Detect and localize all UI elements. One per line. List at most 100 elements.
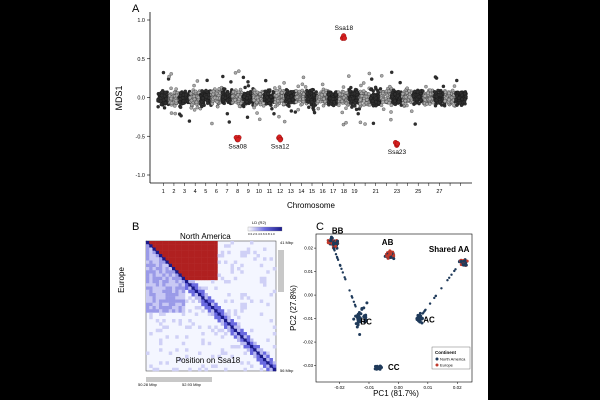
- ld-cell: [263, 276, 267, 281]
- mds-point: [369, 77, 374, 81]
- mds-point: [169, 86, 173, 91]
- mds-point: [221, 87, 226, 91]
- ld-cell: [227, 312, 231, 316]
- mds-point: [300, 88, 304, 93]
- ld-cell: [240, 302, 244, 307]
- mds-point: [273, 104, 278, 109]
- ld-cell: [243, 293, 247, 297]
- ld-cell: [168, 250, 173, 255]
- ld-cell: [146, 286, 150, 290]
- ld-cell: [165, 273, 169, 277]
- ld-cell: [198, 296, 202, 300]
- ld-cell: [240, 361, 244, 365]
- ld-cell: [191, 299, 195, 303]
- ld-cell: [172, 263, 176, 268]
- mds-point: [252, 105, 256, 110]
- panel-a-xtick-label: 17: [330, 189, 336, 195]
- mds-point: [261, 104, 266, 108]
- mds-point: [415, 90, 420, 94]
- ld-cell: [201, 267, 205, 271]
- legend-marker-europe: [435, 363, 439, 367]
- ld-cell: [214, 273, 218, 277]
- ld-cell: [149, 254, 153, 258]
- ld-cell: [240, 296, 244, 300]
- ld-cell: [207, 299, 212, 303]
- ld-cell: [191, 263, 195, 268]
- panel-a-ytick-label: 0.0: [137, 96, 145, 102]
- mds-point: [282, 119, 287, 124]
- ld-cell: [214, 312, 218, 316]
- mds-point: [400, 92, 405, 96]
- ld-cell: [194, 250, 199, 255]
- ld-cell: [178, 289, 182, 294]
- mds-point: [405, 86, 409, 90]
- ld-cell: [181, 257, 186, 261]
- ld-cell: [188, 270, 192, 274]
- ld-cell: [217, 306, 221, 310]
- ld-cell: [178, 309, 182, 313]
- legend-marker-north-america: [435, 357, 439, 361]
- ld-cell: [188, 257, 192, 261]
- panel-c-ytick-label: 0.00: [304, 293, 313, 298]
- mds-point: [369, 87, 373, 92]
- panel-a-xtick-label: 23: [394, 189, 400, 195]
- mds-point: [441, 84, 446, 89]
- ld-cell: [198, 367, 202, 372]
- ld-cell: [201, 254, 205, 258]
- mds-point: [245, 115, 250, 119]
- ld-cell: [181, 267, 186, 271]
- ld-cell: [243, 302, 247, 307]
- mds-point: [195, 79, 200, 83]
- panel-a-xtick-label: 12: [277, 189, 283, 195]
- pca-point-north-america: [356, 321, 360, 325]
- ld-cell: [250, 328, 254, 333]
- ld-cell: [162, 247, 166, 251]
- ld-cell: [256, 345, 260, 349]
- ld-cell: [191, 270, 195, 274]
- ld-cell: [185, 244, 189, 248]
- ld-cell: [191, 241, 195, 245]
- mds-point: [410, 109, 414, 113]
- ld-cell: [155, 309, 160, 313]
- ld-cell: [152, 309, 156, 313]
- ld-cell: [159, 273, 163, 277]
- mds-point: [238, 87, 243, 92]
- mds-point: [367, 71, 372, 76]
- mds-point: [359, 83, 363, 88]
- mds-point: [211, 89, 216, 94]
- ld-cell: [185, 267, 189, 271]
- ld-cell: [211, 312, 215, 316]
- ld-cell: [165, 286, 169, 290]
- pca-point-north-america: [352, 300, 356, 303]
- mds-point: [286, 95, 290, 100]
- mds-point: [227, 120, 232, 124]
- panel-b-left-label: Europe: [117, 267, 126, 293]
- ld-cell: [185, 299, 189, 303]
- mds-point: [331, 97, 335, 101]
- ld-cell: [201, 286, 205, 290]
- mds-point: [210, 121, 214, 126]
- mds-point: [371, 121, 376, 126]
- pca-point-north-america: [334, 253, 338, 256]
- ld-cell: [162, 319, 166, 323]
- ld-cell: [191, 247, 195, 251]
- ld-cell: [188, 309, 192, 313]
- mds-point: [192, 97, 197, 102]
- ld-cell: [259, 351, 264, 355]
- ld-legend-title: LD (R2): [252, 220, 267, 225]
- panel-a-xtick-label: 3: [183, 189, 186, 195]
- ld-cell: [162, 244, 166, 248]
- ld-cell: [159, 312, 163, 316]
- mds-point: [447, 97, 451, 102]
- mds-point: [173, 111, 177, 116]
- panel-c-ytick-label: -0.03: [303, 363, 314, 368]
- ld-cell: [259, 276, 264, 281]
- ld-cell: [162, 289, 166, 294]
- mds-point: [163, 101, 168, 105]
- ld-cell: [155, 319, 160, 323]
- ld-cell: [165, 254, 169, 258]
- ld-cell: [178, 319, 182, 323]
- panel-a-xtick-label: 11: [267, 189, 273, 195]
- mds-point: [316, 99, 320, 104]
- ld-cell: [188, 276, 192, 281]
